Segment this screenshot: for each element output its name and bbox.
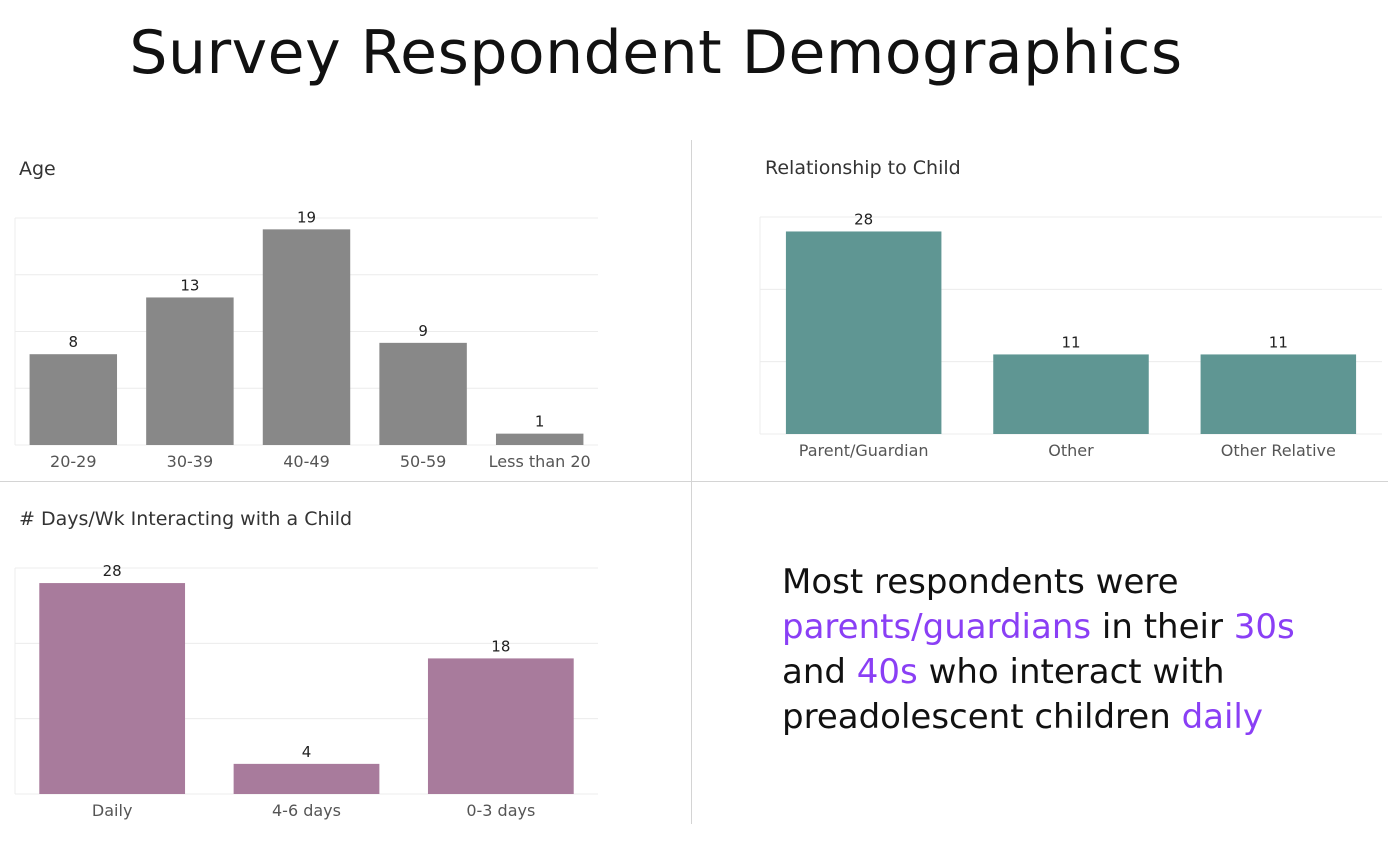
relationship-chart-title: Relationship to Child: [765, 157, 961, 179]
relationship-tick-label: Parent/Guardian: [799, 441, 929, 460]
days-chart-panel: # Days/Wk Interacting with a Child 28 Dai…: [0, 482, 691, 844]
relationship-data-label: 11: [1269, 333, 1288, 351]
days-data-label: 18: [491, 637, 510, 655]
relationship-tick-label: Other: [1048, 441, 1094, 460]
days-tick-label: 4-6 days: [272, 801, 341, 820]
highlight-30s: 30s: [1233, 607, 1295, 647]
vertical-divider: [691, 140, 692, 824]
age-chart: 8 20-29 13 30-39 19 40-49 9 50-59 1 Less than 20: [14, 208, 598, 471]
summary-text-3: and: [782, 652, 857, 692]
relationship-tick-label: Other Relative: [1221, 441, 1336, 460]
highlight-daily: daily: [1181, 697, 1263, 737]
highlight-40s: 40s: [856, 652, 918, 692]
horizontal-divider: [0, 481, 1388, 482]
age-data-label: 1: [535, 413, 545, 431]
relationship-data-label: 11: [1061, 333, 1080, 351]
relationship-bar: [785, 231, 942, 434]
days-chart: 28 Daily 4 4-6 days 18 0-3 days: [14, 562, 598, 820]
days-data-label: 28: [103, 562, 122, 580]
age-bar: [146, 297, 234, 445]
days-chart-title: # Days/Wk Interacting with a Child: [19, 508, 353, 530]
age-bar: [495, 433, 584, 445]
age-data-label: 19: [297, 208, 316, 226]
highlight-parents: parents/guardians: [782, 607, 1092, 647]
age-tick-label: 20-29: [50, 452, 97, 471]
relationship-chart: 28 Parent/Guardian 11 Other 11 Other Relative: [759, 210, 1382, 460]
summary-text: Most respondents were parents/guardians …: [782, 560, 1342, 740]
age-chart-panel: Age 8 20-29 13 30-39 19 40-49 9 50-59 1 Less than…: [0, 140, 691, 481]
days-data-label: 4: [302, 743, 312, 761]
days-tick-label: 0-3 days: [466, 801, 535, 820]
days-tick-label: Daily: [92, 801, 132, 820]
age-tick-label: Less than 20: [489, 452, 591, 471]
age-chart-title: Age: [19, 158, 56, 180]
summary-text-2: in their: [1091, 607, 1234, 647]
age-bar: [262, 229, 351, 445]
age-bar: [379, 342, 467, 445]
summary-text-1: Most respondents were: [782, 562, 1179, 602]
age-bar: [29, 354, 118, 445]
page-title: Survey Respondent Demographics: [129, 18, 1183, 88]
age-data-label: 9: [418, 322, 428, 340]
age-tick-label: 50-59: [400, 452, 447, 471]
age-data-label: 13: [180, 276, 199, 294]
age-tick-label: 30-39: [167, 452, 214, 471]
days-bar: [39, 583, 186, 794]
relationship-bar: [993, 354, 1149, 434]
days-bar: [427, 658, 574, 794]
age-tick-label: 40-49: [283, 452, 330, 471]
days-bar: [233, 763, 380, 794]
relationship-chart-panel: Relationship to Child 28 Parent/Guardian 1…: [692, 140, 1388, 481]
age-data-label: 8: [69, 333, 79, 351]
summary-text-4: who interact with preadolescent children: [782, 652, 1225, 737]
relationship-data-label: 28: [854, 210, 873, 228]
relationship-bar: [1200, 354, 1357, 434]
